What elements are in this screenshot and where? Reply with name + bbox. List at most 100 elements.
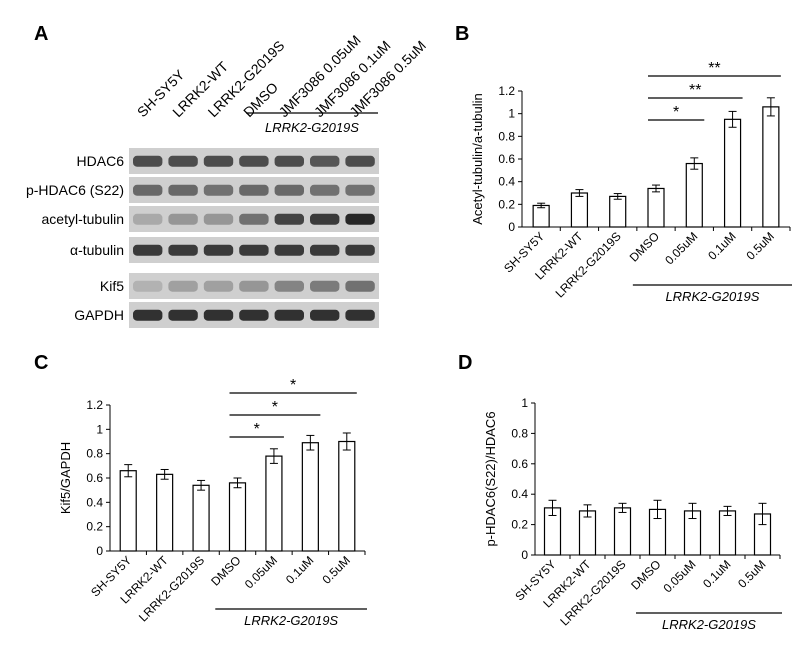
panel-letter-d: D	[458, 352, 472, 374]
bar	[156, 473, 174, 552]
blot-band	[274, 244, 304, 256]
blot-row-label: HDAC6	[77, 153, 125, 169]
y-tick-label: 1.2	[86, 398, 103, 412]
blot-band	[203, 280, 234, 292]
blot-band	[345, 309, 375, 321]
blot-band	[239, 280, 269, 292]
panel-letter-c: C	[34, 352, 48, 374]
y-tick-label: 0.6	[86, 471, 103, 485]
y-tick-label: 0.8	[498, 129, 515, 143]
y-tick-label: 1.2	[498, 84, 515, 98]
blot-band	[274, 184, 304, 196]
y-tick-label: 0.2	[86, 520, 103, 534]
x-tick-label: 0.1uM	[283, 553, 316, 586]
x-tick-label: LRRK2-G2019S	[553, 229, 624, 300]
blot-band	[310, 280, 340, 292]
blot-band	[133, 280, 163, 292]
blot-band	[168, 155, 198, 167]
y-tick-label: 0	[521, 548, 528, 562]
blot-band	[345, 244, 375, 256]
blot-band	[274, 280, 304, 292]
bar	[192, 484, 210, 552]
y-tick-label: 0.2	[498, 197, 515, 211]
blot-band	[203, 184, 234, 196]
y-tick-label: 0.8	[511, 426, 528, 440]
chart-c: 00.20.40.60.811.2Kif5/GAPDHSH-SY5YLRRK2-…	[58, 377, 367, 628]
blot-band	[239, 213, 269, 225]
y-tick-label: 0.4	[86, 495, 103, 509]
significance-label: **	[689, 82, 701, 99]
blot-band	[310, 184, 340, 196]
blot-band	[203, 155, 234, 167]
blot-row-label: α-tubulin	[70, 242, 124, 258]
blot-band	[239, 184, 269, 196]
bar	[609, 195, 627, 228]
x-tick-label: 0.05uM	[242, 553, 280, 591]
blot-band	[310, 309, 340, 321]
significance-label: *	[290, 377, 296, 394]
blot-band	[133, 213, 163, 225]
y-tick-label: 0.6	[498, 152, 515, 166]
bar	[762, 106, 780, 228]
x-tick-label: 0.5uM	[735, 557, 768, 590]
x-tick-label: DMSO	[627, 229, 662, 264]
y-tick-label: 1	[521, 396, 528, 410]
y-tick-label: 0.4	[498, 175, 515, 189]
bar	[685, 162, 703, 228]
bar	[301, 442, 319, 552]
significance-label: **	[708, 60, 720, 77]
y-tick-label: 0.4	[511, 487, 528, 501]
y-tick-label: 0.8	[86, 447, 103, 461]
blot-row-label: p-HDAC6 (S22)	[26, 182, 124, 198]
y-axis-label: Kif5/GAPDH	[58, 442, 73, 514]
group-label: LRRK2-G2019S	[665, 289, 759, 304]
blot-band	[168, 184, 198, 196]
blot-band	[310, 213, 340, 225]
blot-band	[345, 280, 375, 292]
blot-row-label: acetyl-tubulin	[42, 211, 125, 227]
x-tick-label: DMSO	[628, 557, 663, 592]
significance-label: *	[272, 399, 278, 416]
bar	[338, 440, 356, 552]
x-tick-label: DMSO	[208, 553, 243, 588]
blot-band	[168, 309, 198, 321]
bar	[570, 192, 589, 228]
blot-band	[239, 155, 269, 167]
blot-band	[239, 309, 269, 321]
bar	[613, 507, 632, 556]
group-label: LRRK2-G2019S	[244, 613, 338, 628]
blot-band	[345, 155, 375, 167]
x-tick-label: 0.1uM	[700, 557, 733, 590]
blot-band	[168, 244, 198, 256]
y-tick-label: 1	[96, 422, 103, 436]
y-axis-label: p-HDAC6(S22)/HDAC6	[483, 411, 498, 546]
x-tick-label: 0.5uM	[319, 553, 352, 586]
significance-label: *	[254, 421, 260, 438]
blot-band	[274, 155, 304, 167]
x-tick-label: 0.05uM	[662, 229, 700, 267]
blot-band	[310, 155, 340, 167]
blot-band	[203, 213, 234, 225]
blot-band	[203, 309, 234, 321]
bar	[718, 510, 737, 556]
x-tick-label: 0.5uM	[743, 229, 776, 262]
panel-letter-a: A	[34, 23, 48, 45]
group-label: LRRK2-G2019S	[265, 120, 359, 135]
group-label: LRRK2-G2019S	[662, 617, 756, 632]
blot-band	[203, 244, 234, 256]
blot-band	[345, 184, 375, 196]
blot-band	[133, 309, 163, 321]
bar	[265, 455, 283, 552]
x-tick-label: LRRK2-G2019S	[136, 553, 207, 624]
blot-band	[133, 155, 163, 167]
bar	[723, 118, 742, 228]
blot-band	[168, 280, 198, 292]
significance-label: *	[673, 104, 679, 121]
blot-band	[274, 309, 304, 321]
bar	[532, 204, 550, 228]
panel-letter-b: B	[455, 23, 469, 45]
blot-band	[310, 244, 340, 256]
y-axis-label: Acetyl-tubulin/a-tubulin	[470, 93, 485, 225]
